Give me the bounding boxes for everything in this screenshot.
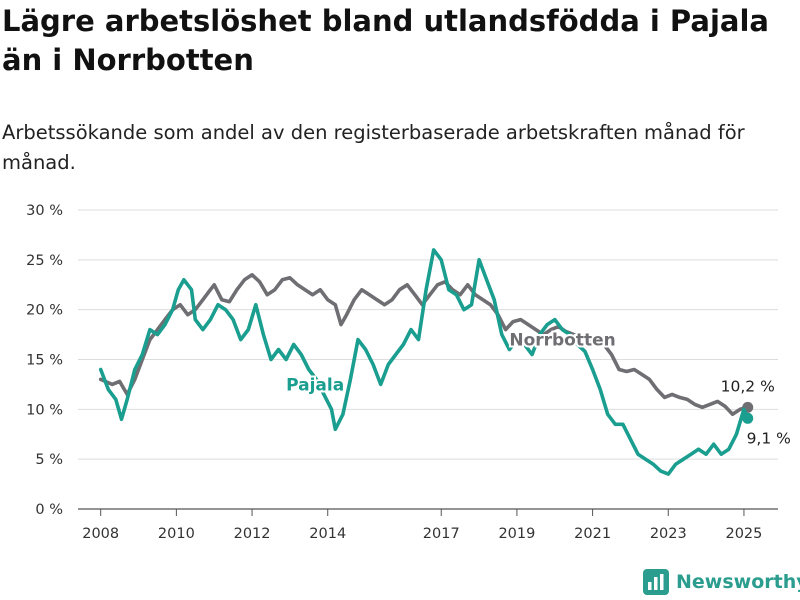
x-tick-label: 2017 <box>423 526 460 542</box>
x-axis: 2008 2010 2012 2014 2017 2019 2021 2023 2025 <box>82 509 762 542</box>
x-tick-label: 2023 <box>650 526 687 542</box>
y-axis-labels: 0 % 5 % 10 % 15 % 20 % 25 % 30 % <box>26 203 63 518</box>
end-point-pajala <box>742 412 754 424</box>
y-tick-label: 5 % <box>35 452 63 468</box>
newsworthy-logo: Newsworthy <box>643 569 800 595</box>
series-labels: Norrbotten Pajala 10,2 % 9,1 % <box>284 329 793 450</box>
series-line-pajala <box>98 248 750 476</box>
y-tick-label: 30 % <box>26 203 63 219</box>
series-lines <box>98 248 754 476</box>
end-label-norrbotten: 10,2 % <box>721 377 775 395</box>
x-tick-label: 2025 <box>725 526 762 542</box>
series-label-pajala: Pajala <box>286 375 344 395</box>
y-tick-label: 15 % <box>26 353 63 369</box>
series-label-norrbotten: Norrbotten <box>509 331 615 351</box>
gridlines <box>78 209 778 510</box>
y-tick-label: 0 % <box>35 502 63 518</box>
x-tick-label: 2012 <box>234 526 271 542</box>
x-tick-label: 2010 <box>158 526 195 542</box>
brand-name: Newsworthy <box>676 571 800 593</box>
x-tick-label: 2019 <box>498 526 535 542</box>
y-tick-label: 20 % <box>26 303 63 319</box>
bar-chart-logo-icon <box>643 569 669 595</box>
line-chart: 0 %5 %10 %15 %20 %25 %30 % 2008 2010 2012 2… <box>26 203 793 542</box>
chart-subtitle: Arbetssökande som andel av den registerb… <box>2 121 745 174</box>
x-tick-label: 2014 <box>309 526 346 542</box>
x-tick-label: 2008 <box>82 526 119 542</box>
y-tick-label: 25 % <box>26 253 63 269</box>
end-label-pajala: 9,1 % <box>747 429 791 447</box>
x-tick-label: 2021 <box>574 526 611 542</box>
y-tick-label: 10 % <box>26 402 63 418</box>
chart-title: Lägre arbetslöshet bland utlandsfödda i … <box>2 4 769 77</box>
